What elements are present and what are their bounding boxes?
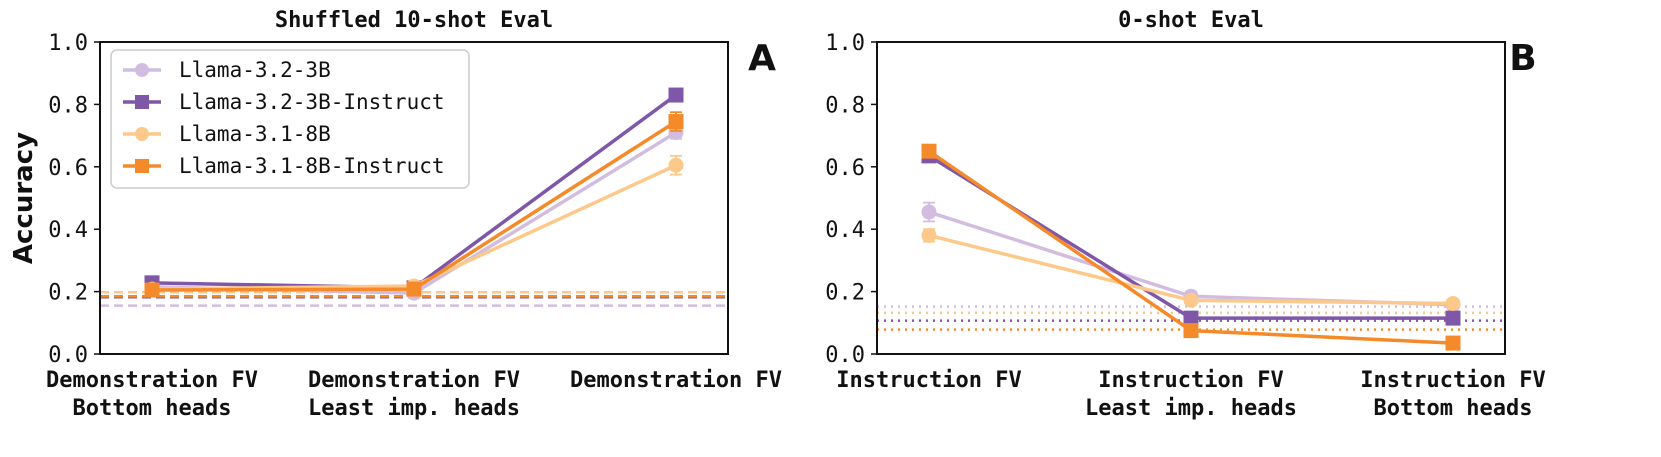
chart-title: 0-shot Eval xyxy=(1118,8,1264,33)
y-tick-label: 0.2 xyxy=(48,281,88,306)
plot-frame xyxy=(99,41,729,355)
data-point xyxy=(921,204,937,220)
x-tick-label: Least imp. heads xyxy=(308,396,520,421)
data-point xyxy=(1183,292,1199,308)
y-tick-label: 0.0 xyxy=(48,343,88,368)
plot-frame xyxy=(876,41,1506,355)
data-point xyxy=(1183,323,1199,339)
x-tick-label: Bottom heads xyxy=(1374,396,1533,421)
data-point xyxy=(406,281,422,297)
y-tick-label: 1.0 xyxy=(825,31,865,56)
legend-label: Llama-3.2-3B xyxy=(179,58,331,82)
y-tick-label: 0.2 xyxy=(825,281,865,306)
data-point xyxy=(921,227,937,243)
data-point xyxy=(668,114,684,130)
legend-marker xyxy=(135,63,149,77)
x-tick-label: Least imp. heads xyxy=(1085,396,1297,421)
chart-panel-b: 0-shot Eval B 0.0 0.2 0.4 0.6 0.8 1.0 Instructio… xyxy=(825,8,1545,421)
panel-label: A xyxy=(748,38,776,79)
legend-label: Llama-3.2-3B-Instruct xyxy=(179,90,445,114)
x-tick-label: Demonstration FV xyxy=(46,368,258,393)
legend-label: Llama-3.1-8B xyxy=(179,122,331,146)
data-point xyxy=(144,282,160,298)
data-point xyxy=(1183,310,1199,326)
x-tick-label: Instruction FV xyxy=(1098,368,1283,393)
chart-title: Shuffled 10-shot Eval xyxy=(275,8,553,33)
legend-marker xyxy=(135,95,149,109)
x-tick-label: Bottom heads xyxy=(73,396,232,421)
x-tick-label: Demonstration FV xyxy=(570,368,782,393)
y-tick-label: 0.6 xyxy=(825,156,865,181)
x-tick-label: Instruction FV xyxy=(836,368,1021,393)
legend-marker xyxy=(135,159,149,173)
legend-label: Llama-3.1-8B-Instruct xyxy=(179,154,445,178)
legend: Llama-3.2-3B Llama-3.2-3B-Instruct Llama-3… xyxy=(110,49,470,189)
data-point xyxy=(1445,295,1461,311)
y-tick-label: 0.4 xyxy=(48,218,88,243)
y-tick-label: 0.8 xyxy=(825,93,865,118)
y-tick-label: 0.8 xyxy=(48,93,88,118)
data-point xyxy=(1445,335,1461,351)
chart-panel-a: Shuffled 10-shot Eval A 0.0 0.2 0.4 0.6 0.8 1.0… xyxy=(9,8,782,421)
y-tick-label: 0.0 xyxy=(825,343,865,368)
y-tick-label: 0.6 xyxy=(48,156,88,181)
y-tick-label: 1.0 xyxy=(48,31,88,56)
y-axis-label: Accuracy xyxy=(9,132,39,264)
x-tick-label: Instruction FV xyxy=(1360,368,1545,393)
legend-box xyxy=(110,49,470,189)
x-tick-label: Demonstration FV xyxy=(308,368,520,393)
data-point xyxy=(668,87,684,103)
data-point xyxy=(921,143,937,159)
data-point xyxy=(1445,310,1461,326)
data-point xyxy=(668,157,684,173)
legend-marker xyxy=(135,127,149,141)
panel-label: B xyxy=(1509,38,1536,79)
y-tick-label: 0.4 xyxy=(825,218,865,243)
